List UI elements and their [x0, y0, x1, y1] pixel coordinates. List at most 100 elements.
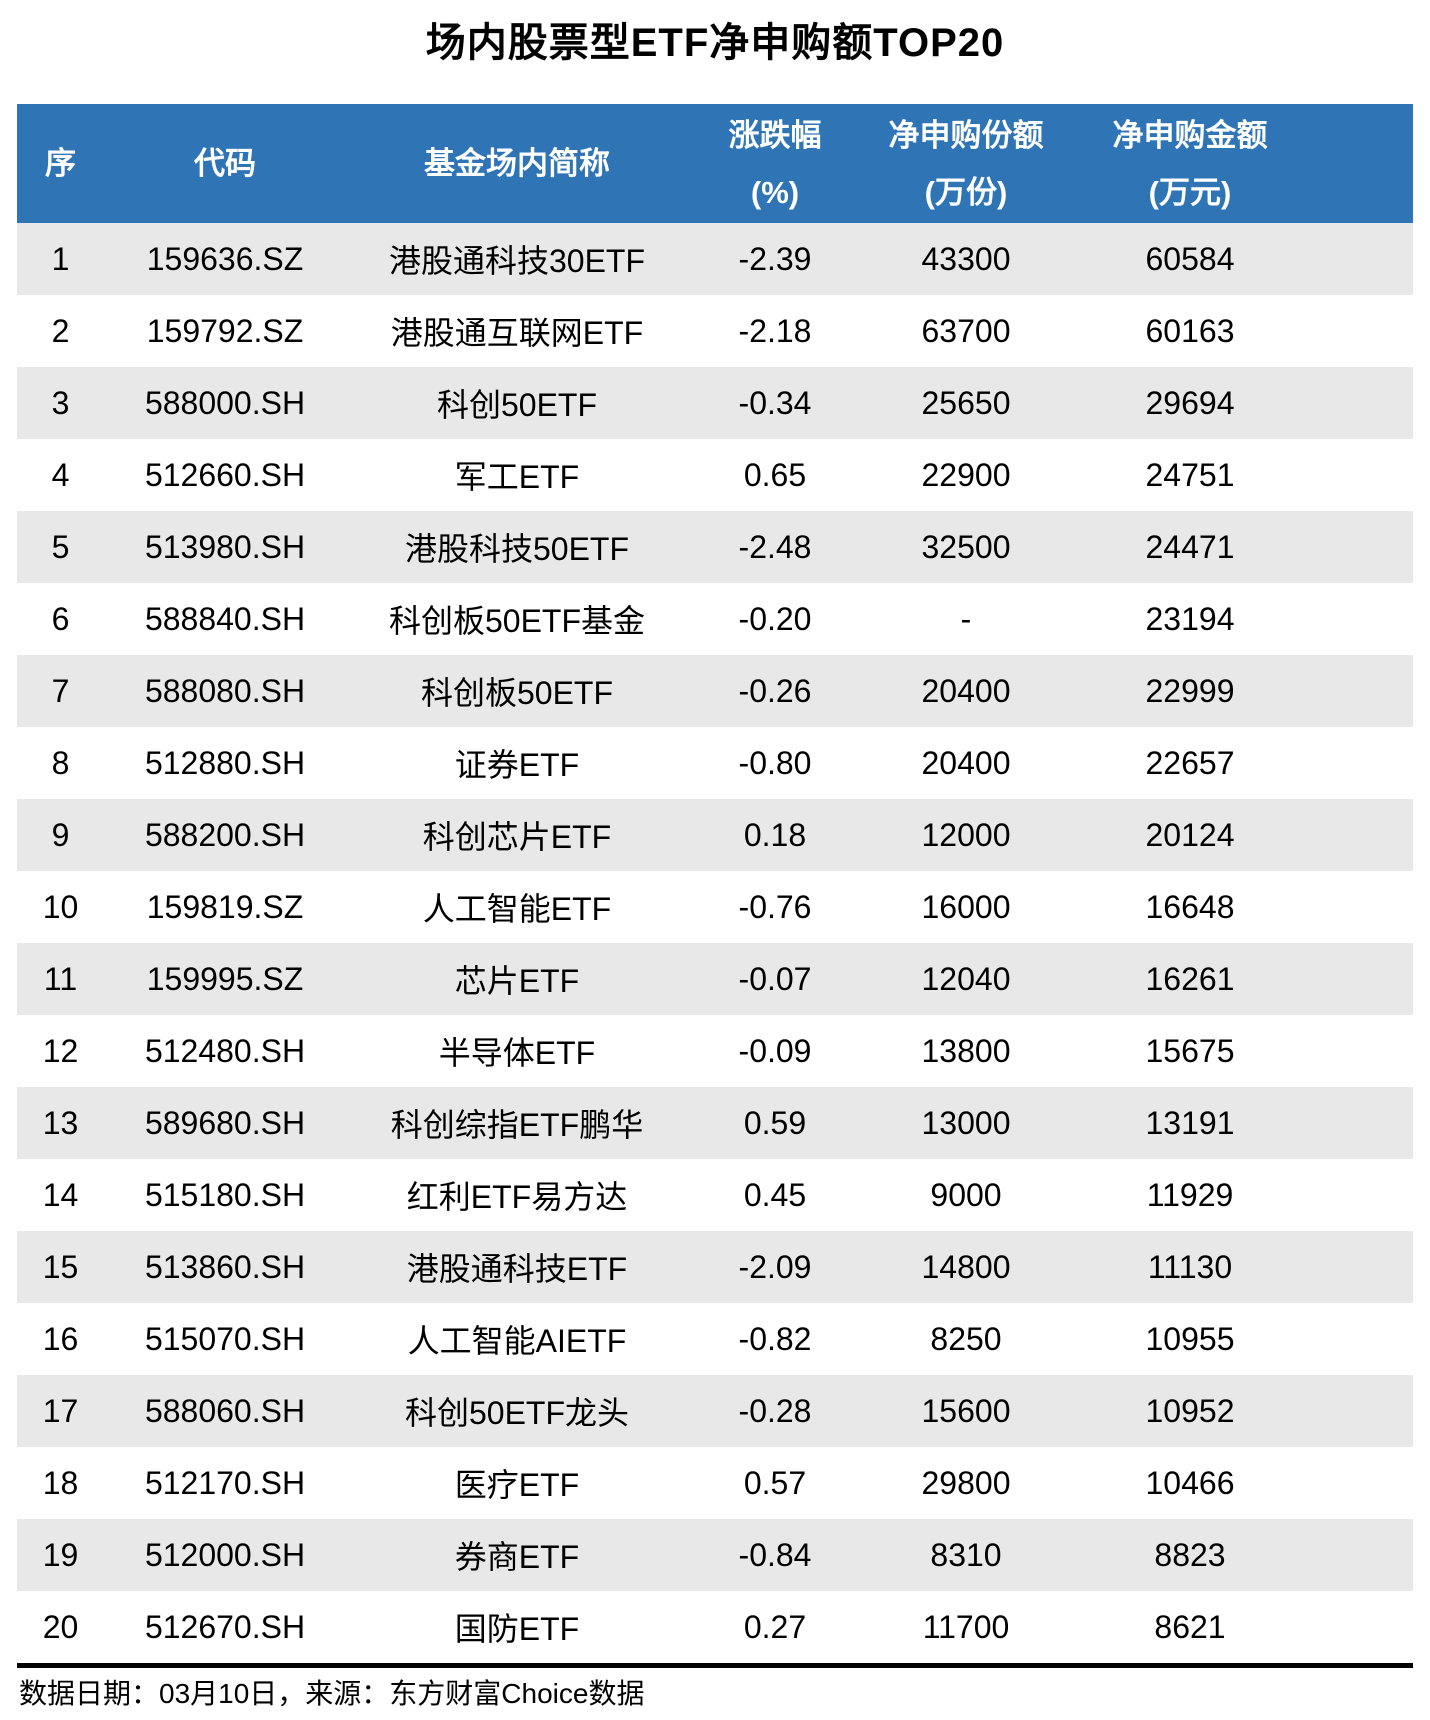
cell-change-pct: -0.09 [738, 1032, 812, 1069]
cell-rank: 2 [51, 312, 70, 349]
cell-fund-name: 港股通互联网ETF [390, 315, 644, 351]
cell-net-shares: 11700 [922, 1608, 1010, 1645]
header-label-unit: (%) [750, 174, 800, 210]
cell-fund-name: 人工智能AIETF [407, 1323, 627, 1359]
cell-net-shares: - [960, 600, 972, 637]
cell-change-pct: -2.39 [738, 240, 812, 277]
cell-net-shares: 12040 [921, 960, 1011, 997]
cell-fund-name: 科创50ETF [436, 387, 598, 423]
cell-rank: 19 [42, 1536, 79, 1573]
header-label: 代码 [194, 146, 256, 181]
cell-change-pct: 0.45 [743, 1176, 807, 1213]
cell-code: 588000.SH [144, 384, 306, 421]
cell-net-shares: 13800 [921, 1032, 1011, 1069]
table-row: 9 588200.SH 科创芯片ETF 0.18 12000 20124 [17, 799, 1413, 871]
cell-code: 512480.SH [144, 1032, 306, 1069]
cell-change-pct: -0.34 [738, 384, 812, 421]
cell-rank: 11 [43, 960, 78, 997]
table-row: 15 513860.SH 港股通科技ETF -2.09 14800 11130 [17, 1231, 1413, 1303]
cell-rank: 14 [42, 1176, 79, 1213]
cell-rank: 13 [42, 1104, 79, 1141]
cell-rank: 8 [51, 744, 70, 781]
table-row: 12 512480.SH 半导体ETF -0.09 13800 15675 [17, 1015, 1413, 1087]
table-row: 19 512000.SH 券商ETF -0.84 8310 8823 [17, 1519, 1413, 1591]
cell-fund-name: 科创板50ETF [420, 675, 614, 711]
cell-net-amount: 20124 [1145, 816, 1235, 853]
cell-change-pct: -0.28 [738, 1392, 812, 1429]
header-cell-fund-name: 基金场内简称 [330, 104, 690, 223]
cell-net-shares: 14800 [921, 1248, 1011, 1285]
cell-change-pct: -0.80 [738, 744, 812, 781]
cell-rank: 15 [42, 1248, 79, 1285]
cell-code: 515070.SH [144, 1320, 306, 1357]
cell-change-pct: 0.65 [743, 456, 807, 493]
cell-net-amount: 8823 [1154, 1536, 1226, 1573]
header-label: 序 [45, 146, 76, 181]
cell-change-pct: -0.84 [738, 1536, 812, 1573]
header-label: 净申购金额 [1112, 117, 1268, 153]
cell-fund-name: 科创综指ETF鹏华 [390, 1107, 644, 1143]
table-row: 17 588060.SH 科创50ETF龙头 -0.28 15600 10952 [17, 1375, 1413, 1447]
cell-net-shares: 20400 [921, 744, 1011, 781]
cell-net-amount: 60163 [1145, 312, 1235, 349]
header-label: 净申购份额 [888, 117, 1044, 153]
cell-code: 512880.SH [144, 744, 306, 781]
cell-net-amount: 24471 [1145, 528, 1235, 565]
cell-code: 513860.SH [144, 1248, 306, 1285]
cell-rank: 4 [51, 456, 70, 493]
header-cell-code: 代码 [120, 104, 330, 223]
cell-net-amount: 10952 [1145, 1392, 1235, 1429]
cell-net-amount: 10955 [1145, 1320, 1235, 1357]
cell-rank: 1 [51, 240, 70, 277]
cell-code: 589680.SH [144, 1104, 306, 1141]
header-cell-net-amount: 净申购金额 (万元) [1072, 104, 1413, 223]
table-row: 2 159792.SZ 港股通互联网ETF -2.18 63700 60163 [17, 295, 1413, 367]
cell-fund-name: 科创50ETF龙头 [404, 1395, 630, 1431]
cell-fund-name: 红利ETF易方达 [406, 1179, 628, 1215]
cell-net-shares: 43300 [921, 240, 1011, 277]
cell-code: 513980.SH [144, 528, 306, 565]
cell-change-pct: -0.82 [738, 1320, 812, 1357]
cell-rank: 7 [51, 672, 70, 709]
cell-net-shares: 29800 [921, 1464, 1011, 1501]
cell-net-shares: 12000 [921, 816, 1011, 853]
cell-code: 159636.SZ [146, 240, 304, 277]
cell-change-pct: 0.18 [743, 816, 807, 853]
cell-fund-name: 科创芯片ETF [422, 819, 612, 855]
cell-fund-name: 国防ETF [454, 1611, 580, 1647]
cell-code: 588060.SH [144, 1392, 306, 1429]
cell-fund-name: 港股科技50ETF [404, 531, 630, 567]
cell-net-amount: 16648 [1145, 888, 1235, 925]
cell-change-pct: -0.76 [738, 888, 812, 925]
cell-fund-name: 券商ETF [454, 1539, 580, 1575]
cell-rank: 16 [42, 1320, 79, 1357]
cell-net-amount: 24751 [1145, 456, 1235, 493]
etf-table: 序 代码 基金场内简称 涨跌幅 (%) 净申购份额 (万份) [17, 104, 1413, 1663]
cell-change-pct: -0.20 [738, 600, 812, 637]
cell-net-shares: 63700 [921, 312, 1011, 349]
footer-note: 数据日期：03月10日，来源：东方财富Choice数据 [19, 1678, 645, 1709]
cell-change-pct: 0.27 [743, 1608, 807, 1645]
cell-fund-name: 半导体ETF [438, 1035, 596, 1071]
cell-net-amount: 8621 [1154, 1608, 1226, 1645]
table-row: 4 512660.SH 军工ETF 0.65 22900 24751 [17, 439, 1413, 511]
cell-net-amount: 22657 [1145, 744, 1235, 781]
table-row: 13 589680.SH 科创综指ETF鹏华 0.59 13000 13191 [17, 1087, 1413, 1159]
cell-net-shares: 13000 [921, 1104, 1011, 1141]
cell-net-shares: 20400 [921, 672, 1011, 709]
table-body: 1 159636.SZ 港股通科技30ETF -2.39 43300 60584 2 1597… [17, 223, 1413, 1663]
cell-net-amount: 13191 [1145, 1104, 1235, 1141]
cell-change-pct: -0.26 [738, 672, 812, 709]
cell-net-shares: 8310 [930, 1536, 1002, 1573]
table-row: 6 588840.SH 科创板50ETF基金 -0.20 - 23194 [17, 583, 1413, 655]
cell-fund-name: 医疗ETF [454, 1467, 580, 1503]
table-row: 16 515070.SH 人工智能AIETF -0.82 8250 10955 [17, 1303, 1413, 1375]
cell-fund-name: 人工智能ETF [422, 891, 612, 927]
cell-rank: 5 [51, 528, 70, 565]
table-row: 7 588080.SH 科创板50ETF -0.26 20400 22999 [17, 655, 1413, 727]
cell-rank: 3 [51, 384, 70, 421]
cell-code: 159819.SZ [146, 888, 304, 925]
table-row: 18 512170.SH 医疗ETF 0.57 29800 10466 [17, 1447, 1413, 1519]
cell-net-shares: 16000 [921, 888, 1011, 925]
